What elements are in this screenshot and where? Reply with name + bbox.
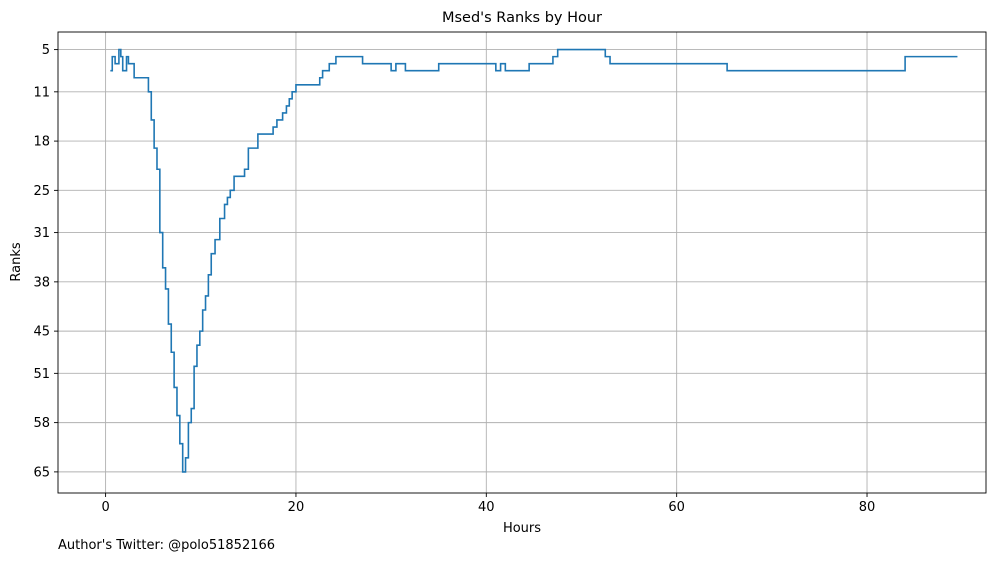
y-axis-label: Ranks xyxy=(9,242,24,281)
y-tick-label: 18 xyxy=(33,135,50,150)
x-tick-label: 60 xyxy=(668,500,685,515)
y-tick-label: 38 xyxy=(33,275,50,290)
y-tick-label: 51 xyxy=(33,367,50,382)
x-tick-label: 20 xyxy=(288,500,305,515)
y-axis-ticks: 5 11 18 25 31 38 45 51 58 65 xyxy=(33,43,58,480)
x-axis-label: Hours xyxy=(503,521,541,536)
chart-title: Msed's Ranks by Hour xyxy=(442,10,602,26)
grid-lines xyxy=(58,32,986,493)
x-tick-label: 80 xyxy=(859,500,876,515)
author-footnote: Author's Twitter: @polo51852166 xyxy=(58,538,276,553)
x-tick-label: 40 xyxy=(478,500,495,515)
y-tick-label: 25 xyxy=(33,184,50,199)
y-tick-label: 11 xyxy=(33,85,50,100)
y-tick-label: 65 xyxy=(33,465,50,480)
x-axis-ticks: 0 20 40 60 80 xyxy=(101,493,875,515)
series-layer xyxy=(110,48,958,473)
y-tick-label: 31 xyxy=(33,226,50,241)
plot-border xyxy=(57,31,987,494)
y-tick-label: 5 xyxy=(42,43,50,58)
series-line xyxy=(110,48,958,473)
y-tick-label: 58 xyxy=(33,416,50,431)
axes-frame xyxy=(57,31,987,494)
x-tick-label: 0 xyxy=(101,500,109,515)
y-tick-label: 45 xyxy=(33,325,50,340)
